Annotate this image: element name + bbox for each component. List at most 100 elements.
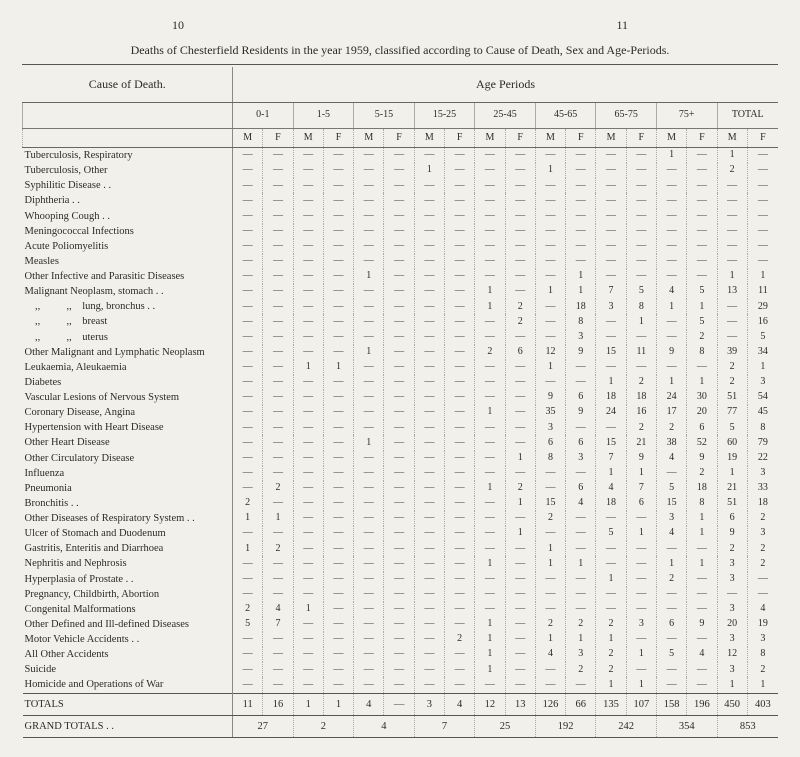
table-cell: 1 xyxy=(354,345,384,360)
table-cell: — xyxy=(656,254,686,269)
table-cell: — xyxy=(384,451,414,466)
table-cell: 3 xyxy=(535,420,565,435)
table-cell: — xyxy=(354,360,384,375)
page-number-left: 10 xyxy=(172,18,184,33)
table-cell: — xyxy=(687,662,717,677)
table-cell: 3 xyxy=(717,572,747,587)
table-cell: — xyxy=(475,602,505,617)
table-cell: — xyxy=(566,148,596,164)
table-cell: — xyxy=(687,541,717,556)
table-cell: — xyxy=(596,239,626,254)
table-cell: 3 xyxy=(717,632,747,647)
grand-total-cell: 192 xyxy=(535,715,596,737)
cause-label: Motor Vehicle Accidents . . xyxy=(23,632,233,647)
table-cell: — xyxy=(414,345,444,360)
table-cell: — xyxy=(293,451,323,466)
table-cell: — xyxy=(505,435,535,450)
table-cell: — xyxy=(414,526,444,541)
table-cell: — xyxy=(626,587,656,602)
table-cell: — xyxy=(444,254,474,269)
table-cell: — xyxy=(475,451,505,466)
table-cell: — xyxy=(626,224,656,239)
table-cell: 3 xyxy=(717,662,747,677)
table-cell: — xyxy=(475,209,505,224)
table-cell: — xyxy=(263,299,293,314)
table-cell: — xyxy=(354,632,384,647)
table-cell: — xyxy=(414,224,444,239)
table-cell: — xyxy=(293,405,323,420)
table-cell: — xyxy=(596,224,626,239)
table-cell: — xyxy=(354,163,384,178)
table-cell: 5 xyxy=(656,647,686,662)
table-cell: — xyxy=(656,466,686,481)
table-cell: 51 xyxy=(717,496,747,511)
table-cell: — xyxy=(505,617,535,632)
table-cell: — xyxy=(384,224,414,239)
table-cell: — xyxy=(505,602,535,617)
table-cell: — xyxy=(626,148,656,164)
table-cell: — xyxy=(354,254,384,269)
table-cell: — xyxy=(384,269,414,284)
table-cell: — xyxy=(384,360,414,375)
table-cell: 1 xyxy=(475,405,505,420)
table-cell: — xyxy=(233,254,263,269)
table-cell: — xyxy=(626,209,656,224)
sex-header: F xyxy=(687,128,717,148)
table-cell: — xyxy=(323,269,353,284)
table-cell: 79 xyxy=(747,435,778,450)
table-cell: — xyxy=(384,254,414,269)
table-cell: — xyxy=(293,632,323,647)
table-cell: — xyxy=(596,556,626,571)
table-cell: — xyxy=(566,541,596,556)
table-cell: — xyxy=(263,677,293,693)
totals-cell: 158 xyxy=(656,693,686,715)
table-cell: — xyxy=(354,420,384,435)
table-cell: — xyxy=(475,314,505,329)
table-cell: 2 xyxy=(505,481,535,496)
table-cell: — xyxy=(293,193,323,208)
table-cell: — xyxy=(566,209,596,224)
table-cell: — xyxy=(566,420,596,435)
cause-label: Influenza xyxy=(23,466,233,481)
totals-cell: 3 xyxy=(414,693,444,715)
table-cell: — xyxy=(323,178,353,193)
table-cell: — xyxy=(293,662,323,677)
table-cell: — xyxy=(475,254,505,269)
table-cell: 21 xyxy=(717,481,747,496)
table-cell: — xyxy=(293,209,323,224)
table-cell: 18 xyxy=(596,496,626,511)
table-cell: 3 xyxy=(566,451,596,466)
cause-label: Other Diseases of Respiratory System . . xyxy=(23,511,233,526)
cause-label: Homicide and Operations of War xyxy=(23,677,233,693)
table-cell: — xyxy=(414,632,444,647)
table-cell: — xyxy=(687,360,717,375)
table-cell: — xyxy=(354,284,384,299)
table-cell: — xyxy=(323,284,353,299)
table-cell: — xyxy=(475,269,505,284)
cause-label: Malignant Neoplasm, stomach . . xyxy=(23,284,233,299)
table-cell: — xyxy=(293,541,323,556)
table-cell: — xyxy=(414,314,444,329)
table-cell: — xyxy=(323,451,353,466)
table-cell: 2 xyxy=(717,375,747,390)
table-cell: — xyxy=(354,224,384,239)
table-cell: — xyxy=(414,481,444,496)
table-cell: — xyxy=(656,632,686,647)
table-cell: — xyxy=(384,435,414,450)
table-cell: — xyxy=(384,178,414,193)
table-cell: — xyxy=(263,405,293,420)
table-cell: 6 xyxy=(626,496,656,511)
table-cell: — xyxy=(505,254,535,269)
table-cell: 5 xyxy=(687,284,717,299)
table-cell: — xyxy=(444,314,474,329)
table-cell: 24 xyxy=(656,390,686,405)
table-cell: — xyxy=(233,284,263,299)
table-cell: — xyxy=(414,496,444,511)
table-cell: — xyxy=(293,314,323,329)
table-cell: 3 xyxy=(566,330,596,345)
table-cell: 3 xyxy=(747,632,778,647)
table-cell: 2 xyxy=(747,662,778,677)
table-cell: — xyxy=(444,526,474,541)
table-cell: — xyxy=(384,677,414,693)
table-cell: — xyxy=(233,647,263,662)
